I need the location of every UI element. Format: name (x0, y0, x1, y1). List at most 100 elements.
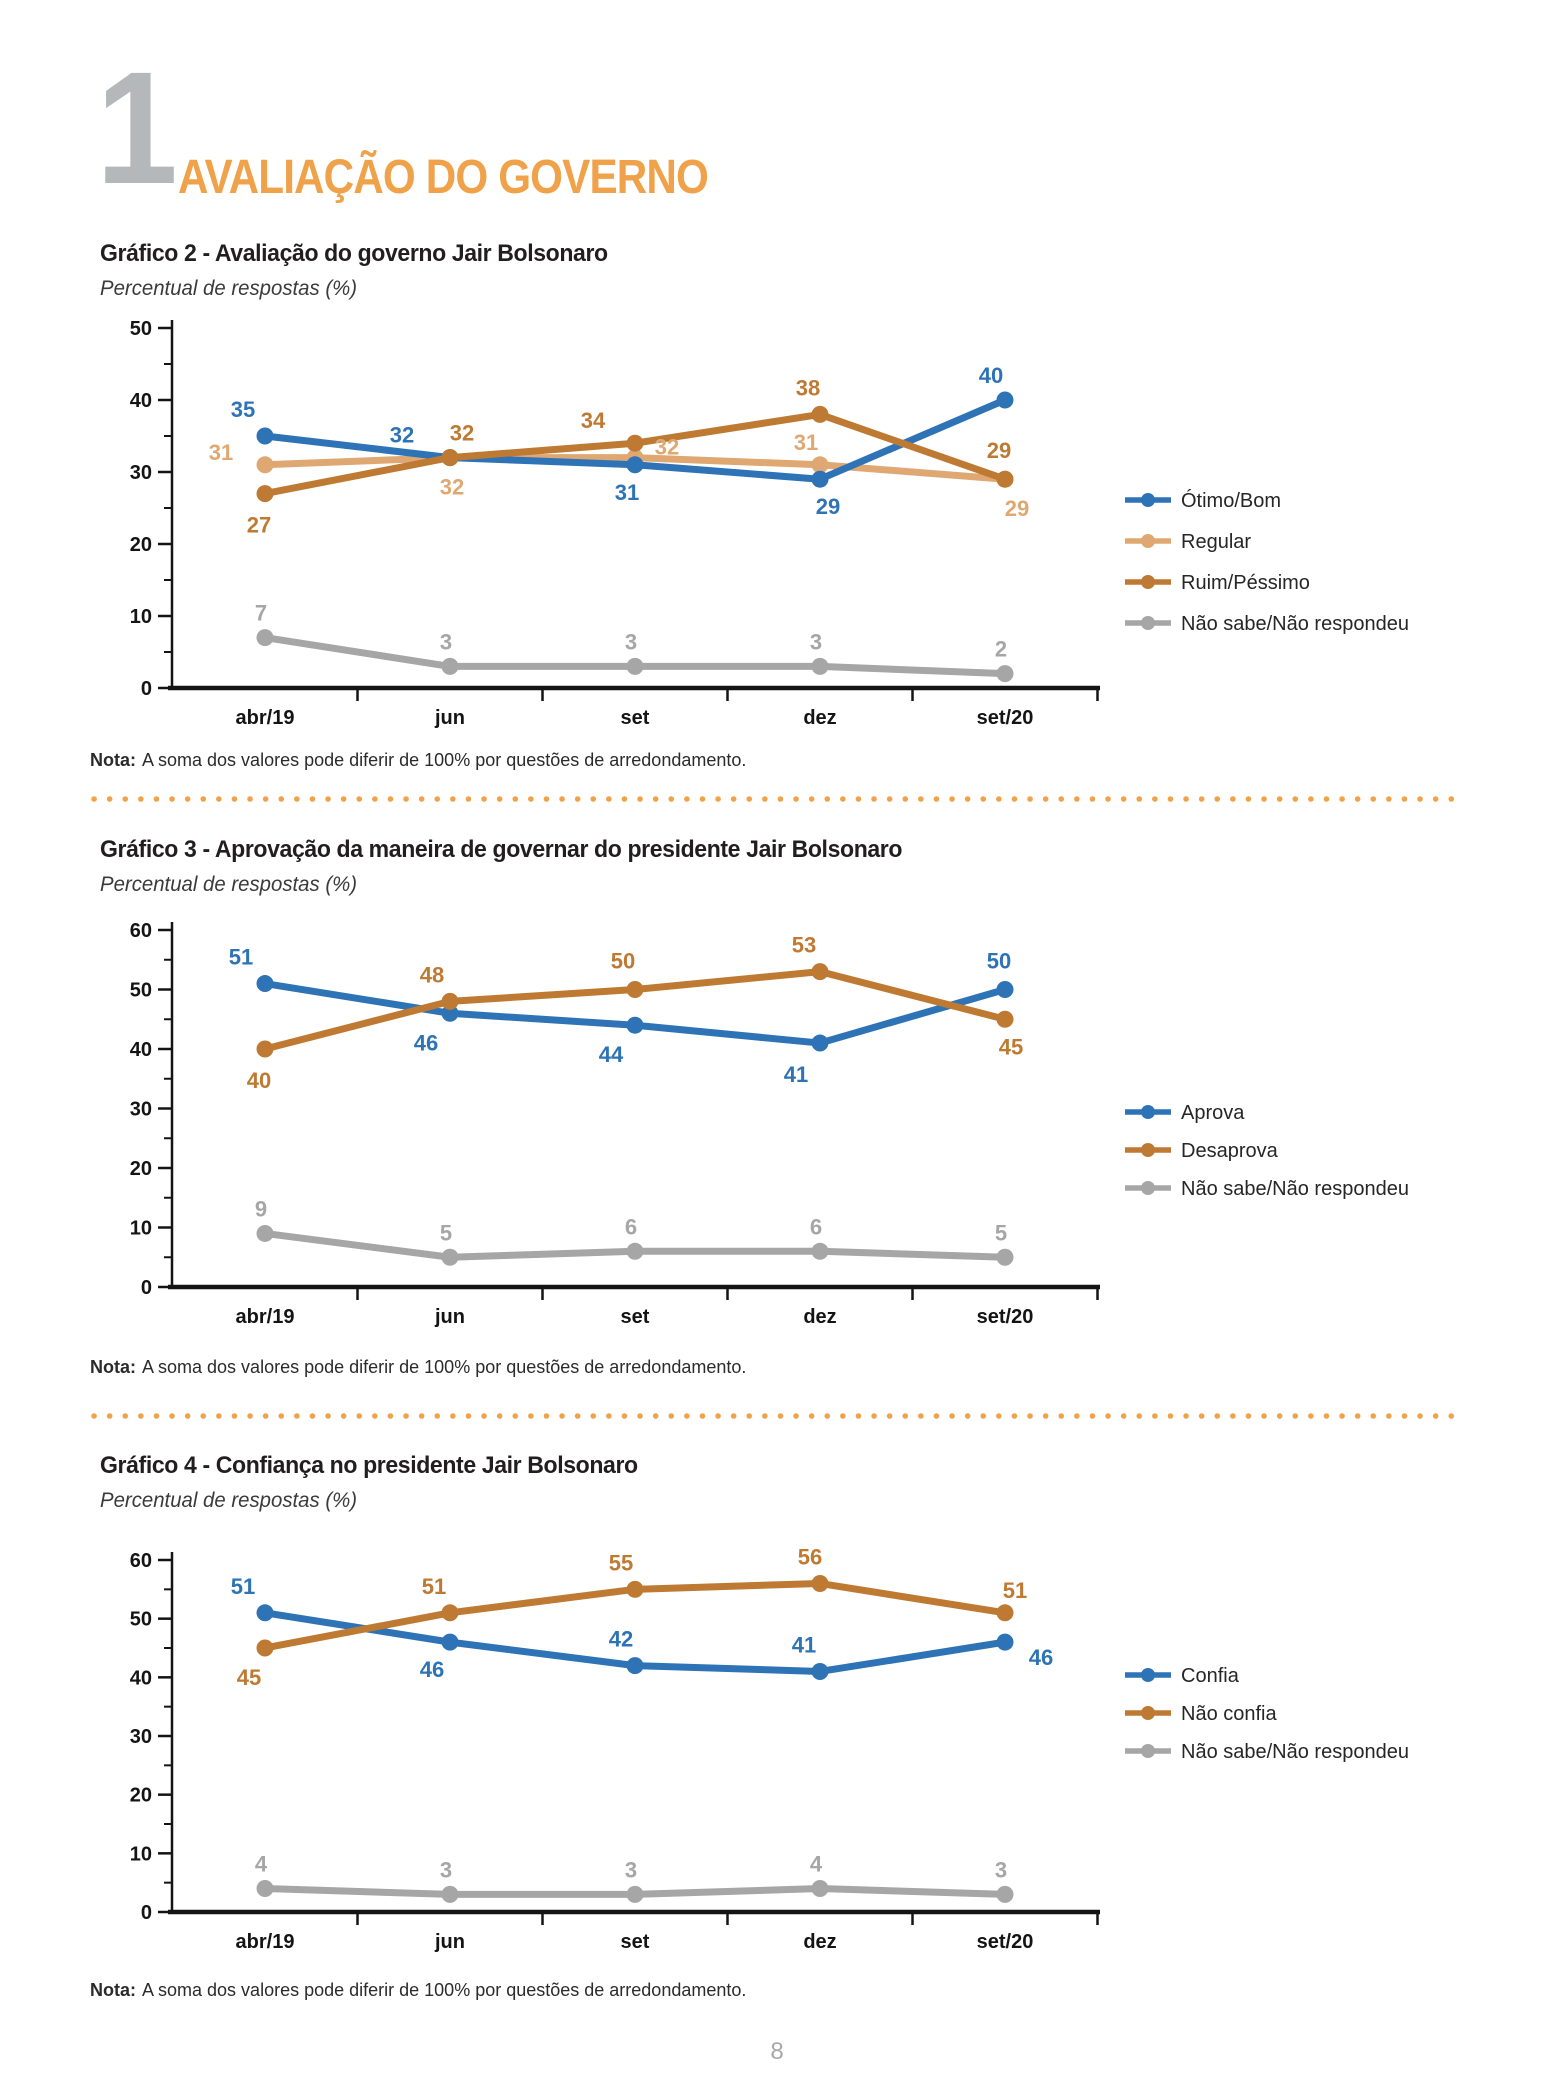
x-category-label: dez (803, 1931, 836, 1953)
value-label: 34 (581, 408, 606, 433)
y-tick-label: 40 (130, 1039, 152, 1061)
y-tick-label: 10 (130, 1843, 152, 1865)
data-point (811, 470, 829, 488)
value-label: 45 (999, 1034, 1023, 1059)
grafico-2-note: Nota: A soma dos valores pode diferir de … (90, 750, 746, 771)
data-point (256, 1224, 274, 1242)
value-label: 45 (237, 1665, 261, 1690)
y-tick-label: 10 (130, 1218, 152, 1240)
y-tick-label: 10 (130, 606, 152, 628)
legend-item-n-o-sabe-n-o-respondeu: Não sabe/Não respondeu (1125, 1178, 1409, 1200)
value-label: 31 (615, 480, 639, 505)
grafico-3-subtitle: Percentual de respostas (%) (100, 873, 358, 896)
value-label: 42 (609, 1627, 633, 1652)
note-label: Nota: (90, 1357, 136, 1377)
legend-marker-dot (1141, 493, 1155, 507)
y-tick-label: 30 (130, 1726, 152, 1748)
data-point (811, 657, 829, 675)
series-confia (256, 1604, 1014, 1680)
data-point (996, 981, 1014, 998)
data-point (626, 1657, 644, 1675)
section-title: AVALIAÇÃO DO GOVERNO (178, 151, 709, 204)
value-label: 41 (784, 1062, 808, 1087)
data-point (996, 1248, 1014, 1266)
series-n-o-sabe-n-o-respondeu (256, 1880, 1014, 1903)
series-desaprova (256, 963, 1014, 1058)
note-text: A soma dos valores pode diferir de 100% … (142, 1980, 747, 2000)
value-label: 29 (1005, 496, 1029, 521)
data-point (811, 963, 829, 981)
legend-item-ruim-p-ssimo: Ruim/Péssimo (1125, 572, 1310, 594)
x-category-label: dez (803, 1306, 836, 1328)
value-label: 6 (810, 1214, 822, 1239)
legend-marker-dot (1141, 1744, 1155, 1758)
data-point (996, 1010, 1014, 1028)
x-category-label: jun (434, 707, 465, 729)
x-category-label: abr/19 (236, 707, 295, 729)
legend-marker-dot (1141, 1668, 1155, 1682)
data-point (441, 1604, 459, 1622)
legend-label: Aprova (1181, 1102, 1245, 1124)
y-tick-label: 40 (130, 390, 152, 412)
value-label: 55 (609, 1550, 633, 1575)
data-point (441, 1633, 459, 1651)
y-tick-label: 0 (141, 678, 152, 700)
value-label: 29 (816, 494, 840, 519)
grafico-2-subtitle: Percentual de respostas (%) (100, 277, 358, 300)
value-label: 56 (798, 1544, 822, 1569)
series-n-o-sabe-n-o-respondeu (256, 629, 1014, 683)
legend-marker-dot (1141, 1181, 1155, 1195)
value-label: 51 (231, 1574, 255, 1599)
x-category-label: jun (434, 1931, 465, 1953)
value-label: 41 (792, 1632, 816, 1657)
legend-item-aprova: Aprova (1125, 1102, 1245, 1124)
data-point (811, 405, 829, 423)
y-tick-label: 60 (130, 920, 152, 942)
data-point (626, 456, 644, 474)
value-label: 7 (255, 601, 267, 626)
value-label: 3 (625, 1857, 637, 1882)
grafico-2-title: Gráfico 2 - Avaliação do governo Jair Bo… (100, 240, 608, 267)
legend-label: Ruim/Péssimo (1181, 572, 1310, 594)
value-label: 3 (440, 629, 452, 654)
y-tick-label: 0 (141, 1902, 152, 1924)
legend-item-regular: Regular (1125, 531, 1251, 553)
value-label: 3 (625, 629, 637, 654)
y-tick-label: 50 (130, 318, 152, 340)
x-category-label: set (621, 1931, 650, 1953)
legend-marker-dot (1141, 534, 1155, 548)
data-point (256, 1639, 274, 1657)
x-category-label: abr/19 (236, 1306, 295, 1328)
x-category-label: set/20 (977, 707, 1034, 729)
data-point (996, 470, 1014, 488)
data-point (256, 485, 274, 503)
x-category-label: set (621, 707, 650, 729)
data-point (811, 456, 829, 474)
value-label: 3 (995, 1857, 1007, 1882)
legend-marker-dot (1141, 1143, 1155, 1157)
value-label: 50 (611, 949, 635, 974)
note-text: A soma dos valores pode diferir de 100% … (142, 1357, 747, 1377)
value-label: 2 (995, 637, 1007, 662)
y-tick-label: 50 (130, 980, 152, 1002)
data-point (441, 1885, 459, 1903)
data-point (996, 1885, 1014, 1903)
value-label: 53 (792, 933, 816, 958)
data-point (441, 1248, 459, 1266)
x-category-label: jun (434, 1306, 465, 1328)
x-category-label: set (621, 1306, 650, 1328)
value-label: 5 (995, 1220, 1007, 1245)
data-point (811, 1034, 829, 1052)
y-tick-label: 30 (130, 462, 152, 484)
value-label: 35 (231, 397, 255, 422)
legend-label: Não sabe/Não respondeu (1181, 1178, 1409, 1200)
value-label: 48 (420, 962, 444, 987)
legend-label: Não sabe/Não respondeu (1181, 613, 1409, 635)
value-label: 3 (440, 1857, 452, 1882)
legend-item-n-o-sabe-n-o-respondeu: Não sabe/Não respondeu (1125, 1741, 1409, 1763)
y-tick-label: 20 (130, 1158, 152, 1180)
data-point (256, 427, 274, 445)
